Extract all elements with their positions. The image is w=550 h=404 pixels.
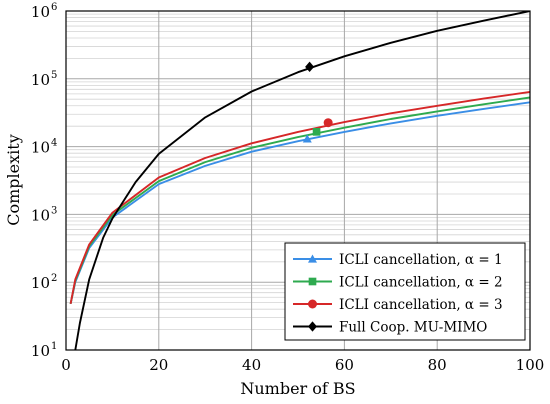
legend-label-3: ICLI cancellation, α = 3 [339, 297, 503, 313]
x-tick-label: 100 [516, 356, 545, 374]
y-tick-exponent: 1 [51, 341, 57, 352]
y-tick-exponent: 5 [51, 70, 57, 81]
x-tick-labels: 0 20 40 60 80 100 [61, 356, 544, 374]
legend: ICLI cancellation, α = 1 ICLI cancellatio… [284, 242, 526, 341]
legend-label-1: ICLI cancellation, α = 1 [339, 252, 503, 268]
plot-frame [65, 10, 531, 351]
y-tick-label: 10 [31, 342, 50, 360]
y-tick-exponent: 4 [51, 138, 57, 149]
series-line-3 [69, 90, 530, 304]
legend-marker-3 [308, 299, 317, 309]
legend-marker-4 [308, 321, 317, 332]
series-marker-4 [305, 61, 315, 73]
x-tick-label: 60 [335, 356, 354, 374]
x-tick-label: 20 [149, 356, 168, 374]
legend-entries: ICLI cancellation, α = 1 ICLI cancellatio… [293, 252, 503, 336]
y-tick-exponent: 6 [51, 2, 57, 13]
y-tick-label: 10 [31, 71, 50, 89]
y-tick-exponent: 3 [51, 205, 57, 216]
series-lines [69, 11, 530, 350]
x-tick-label: 80 [428, 356, 447, 374]
series-markers [302, 61, 333, 143]
x-tick-label: 40 [242, 356, 261, 374]
legend-label-4: Full Coop. MU-MIMO [339, 320, 487, 336]
series-marker-1 [302, 134, 312, 143]
x-axis-title: Number of BS [240, 379, 355, 398]
y-axis-title: Complexity [4, 134, 23, 225]
legend-marker-2 [308, 277, 317, 286]
y-tick-label: 10 [31, 139, 50, 157]
y-tick-label: 10 [31, 274, 50, 292]
series-line-4 [74, 11, 530, 350]
y-tick-label: 10 [31, 206, 50, 224]
series-marker-3 [323, 118, 333, 128]
y-tick-label: 10 [31, 3, 50, 21]
series-marker-2 [312, 128, 321, 136]
legend-marker-1 [308, 254, 317, 263]
y-tick-exponent: 2 [51, 273, 57, 284]
x-tick-label: 0 [61, 356, 71, 374]
legend-label-2: ICLI cancellation, α = 2 [339, 275, 503, 291]
